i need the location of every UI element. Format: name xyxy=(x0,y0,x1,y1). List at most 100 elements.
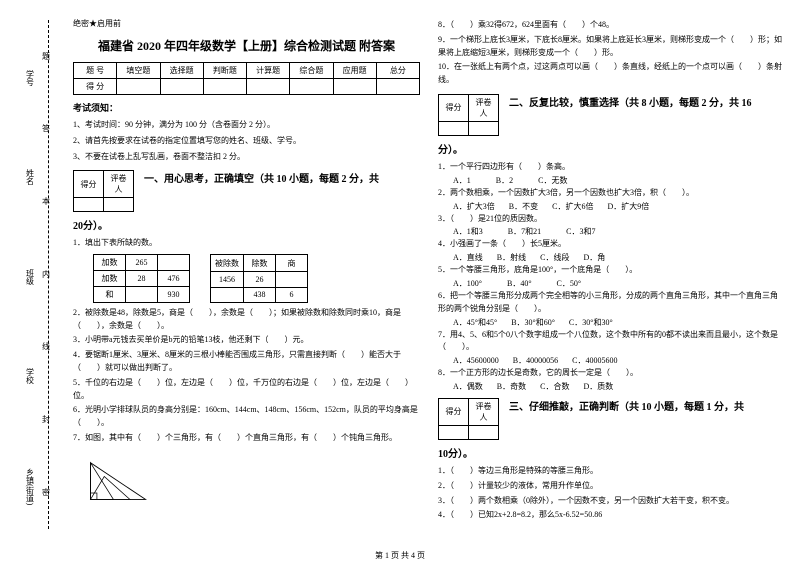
section-2-header: 得分评卷人 二、反复比较，慎重选择（共 8 小题，每题 2 分，共 16 xyxy=(438,94,785,136)
section-1-title: 一、用心思考，正确填空（共 10 小题，每题 2 分，共 xyxy=(144,170,379,185)
opt: B．40000056 xyxy=(513,355,558,366)
notice-item: 2、请首先按要求在试卷的指定位置填写您的姓名、班级、学号。 xyxy=(73,135,420,147)
s2q5-opts: A．100° B．40° C．50° xyxy=(453,278,785,289)
margin-label: 班级 xyxy=(25,269,36,285)
opt: A．45600000 xyxy=(453,355,499,366)
td xyxy=(333,79,376,95)
q3: 3．小明带a元钱去买单价是b元的铅笔13枝，他还剩下（ ）元。 xyxy=(73,334,420,347)
margin-column: 学号 姓名 班级 学校 乡镇(街道) xyxy=(15,18,45,557)
opt: B．射线 xyxy=(497,252,526,263)
th: 计算题 xyxy=(247,63,290,79)
section-1-header: 得分评卷人 一、用心思考，正确填空（共 10 小题，每题 2 分，共 xyxy=(73,170,420,212)
opt: C．合数 xyxy=(540,381,569,392)
td xyxy=(276,272,308,287)
q10: 10．在一张纸上有两个点，过这两点可以画（ ）条直线，经纸上的一个点可以画（ ）… xyxy=(438,61,785,87)
opt: B．2 xyxy=(496,175,513,186)
th: 评卷人 xyxy=(469,398,499,425)
s2q3: 3．（ ）是21位的质因数。 xyxy=(438,213,785,226)
opt: A．1和3 xyxy=(453,226,483,237)
s2q6: 6．把一个等腰三角形分成两个完全相等的小三角形，分成的两个直角三角形，其中一个直… xyxy=(438,290,785,316)
q8: 8．（ ）乘32得672，624里面有（ ）个48。 xyxy=(438,19,785,32)
opt: B．7和21 xyxy=(508,226,541,237)
th: 选择题 xyxy=(160,63,203,79)
score-mini-table: 得分评卷人 xyxy=(73,170,134,212)
section-2-title: 二、反复比较，慎重选择（共 8 小题，每题 2 分，共 16 xyxy=(509,94,752,109)
q4: 4．要锯断1厘米、3厘米、8厘米的三根小棒能否围成三角形，只需直接判断（ ）能否… xyxy=(73,349,420,375)
opt: D．质数 xyxy=(583,381,613,392)
division-table: 被除数除数商 145626 4386 xyxy=(210,254,308,303)
td xyxy=(117,79,160,95)
dash-mark: 本 xyxy=(42,196,50,207)
margin-label: 学号 xyxy=(25,70,36,86)
s3q2: 2．（ ）计量较少的液体，常用升作单位。 xyxy=(438,480,785,493)
content-columns: 绝密★启用前 福建省 2020 年四年级数学【上册】综合检测试题 附答案 题 号… xyxy=(73,18,785,557)
q5: 5．千位的右边是（ ）位，左边是（ ）位，千万位的右边是（ ）位，左边是（ ）位… xyxy=(73,377,420,403)
th: 得分 xyxy=(439,398,469,425)
th: 应用题 xyxy=(333,63,376,79)
opt: C．30°和30° xyxy=(569,317,613,328)
th: 总分 xyxy=(376,63,419,79)
s2q2-opts: A．扩大3倍 B．不变 C．扩大6倍 D．扩大9倍 xyxy=(453,201,785,212)
page-footer: 第 1 页 共 4 页 xyxy=(0,550,800,561)
td: 6 xyxy=(276,287,308,302)
td xyxy=(211,287,244,302)
td xyxy=(158,254,190,270)
opt: C．无数 xyxy=(538,175,567,186)
opt: A．直线 xyxy=(453,252,483,263)
score-mini-table: 得分评卷人 xyxy=(438,94,499,136)
td: 加数 xyxy=(94,270,126,286)
s3q3: 3．（ ）两个数相乘（0除外），一个因数不变，另一个因数扩大若干变，积不变。 xyxy=(438,495,785,508)
dash-mark: 封 xyxy=(42,414,50,425)
addend-table: 加数265 加数28476 和930 xyxy=(93,254,190,303)
td: 得 分 xyxy=(74,79,117,95)
left-column: 绝密★启用前 福建省 2020 年四年级数学【上册】综合检测试题 附答案 题 号… xyxy=(73,18,420,557)
q2: 2．被除数是48，除数是5，商是（ ），余数是（ ）；如果被除数和除数同时乘10… xyxy=(73,307,420,333)
td xyxy=(203,79,246,95)
s2q1: 1．一个平行四边形有（ ）条高。 xyxy=(438,161,785,174)
td xyxy=(247,79,290,95)
section-3-header: 得分评卷人 三、仔细推敲，正确判断（共 10 小题，每题 1 分，共 xyxy=(438,398,785,440)
section-1-title-cont: 20分）。 xyxy=(73,217,420,232)
s2q4: 4．小强画了一条（ ）长5厘米。 xyxy=(438,238,785,251)
dash-mark: 答 xyxy=(42,123,50,134)
td: 476 xyxy=(158,270,190,286)
q1: 1．填出下表所缺的数。 xyxy=(73,237,420,250)
td xyxy=(126,286,158,302)
triangle-figure xyxy=(83,449,153,504)
td: 除数 xyxy=(244,254,276,271)
td xyxy=(160,79,203,95)
s2q8: 8．一个正方形的边长是奇数，它的周长一定是（ ）。 xyxy=(438,367,785,380)
opt: A．100° xyxy=(453,278,482,289)
th: 评卷人 xyxy=(104,171,134,198)
dash-marks: 题 答 本 内 线 封 密 xyxy=(42,20,50,529)
s2q7-opts: A．45600000 B．40000056 C．40005600 xyxy=(453,355,785,366)
s3q4: 4．（ ）已知2x+2.8=8.2，那么5x-6.52=50.86 xyxy=(438,509,785,522)
page-root: 学号 姓名 班级 学校 乡镇(街道) 题 答 本 内 线 封 密 绝密★启用前 … xyxy=(0,0,800,565)
td: 265 xyxy=(126,254,158,270)
margin-label: 姓名 xyxy=(25,169,36,185)
opt: C．3和7 xyxy=(566,226,595,237)
th: 得分 xyxy=(439,94,469,121)
q6: 6．光明小学排球队员的身高分别是：160cm、144cm、148cm、156cm… xyxy=(73,404,420,430)
triangle-outer xyxy=(91,463,146,500)
td xyxy=(469,425,499,439)
margin-label: 学校 xyxy=(25,368,36,384)
th: 题 号 xyxy=(74,63,117,79)
opt: D．角 xyxy=(583,252,605,263)
opt: C．40005600 xyxy=(572,355,617,366)
td xyxy=(439,121,469,135)
td xyxy=(469,121,499,135)
opt: C．50° xyxy=(557,278,582,289)
opt: C．线段 xyxy=(540,252,569,263)
th: 判断题 xyxy=(203,63,246,79)
margin-label: 乡镇(街道) xyxy=(25,468,36,505)
s2q8-opts: A．偶数 B．奇数 C．合数 D．质数 xyxy=(453,381,785,392)
opt: B．不变 xyxy=(509,201,538,212)
q9: 9．一个梯形上底长3厘米，下底长8厘米。如果将上底延长3厘米，则梯形变成一个（ … xyxy=(438,34,785,60)
dash-mark: 线 xyxy=(42,341,50,352)
opt: A．扩大3倍 xyxy=(453,201,495,212)
notice-item: 3、不要在试卷上乱写乱画，卷面不整洁扣 2 分。 xyxy=(73,151,420,163)
exam-title: 福建省 2020 年四年级数学【上册】综合检测试题 附答案 xyxy=(73,37,420,54)
s2q6-opts: A．45°和45° B．30°和60° C．30°和30° xyxy=(453,317,785,328)
section-3-title: 三、仔细推敲，正确判断（共 10 小题，每题 1 分，共 xyxy=(509,398,744,413)
